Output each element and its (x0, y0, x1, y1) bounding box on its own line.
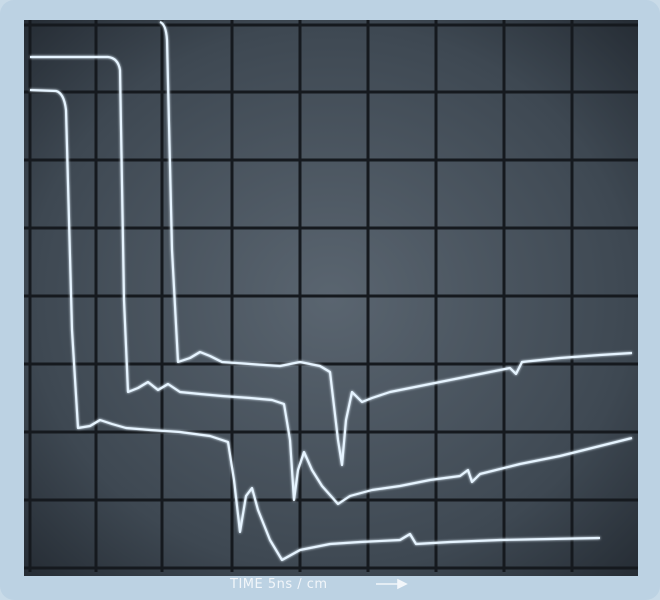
trace (159, 20, 633, 467)
trace (29, 88, 601, 562)
trace (30, 55, 633, 506)
screen (24, 20, 638, 576)
traces (29, 20, 633, 562)
graticule (24, 20, 638, 572)
time-arrow (376, 578, 408, 590)
time-base-caption: TIME 5ns / cm (229, 577, 328, 592)
